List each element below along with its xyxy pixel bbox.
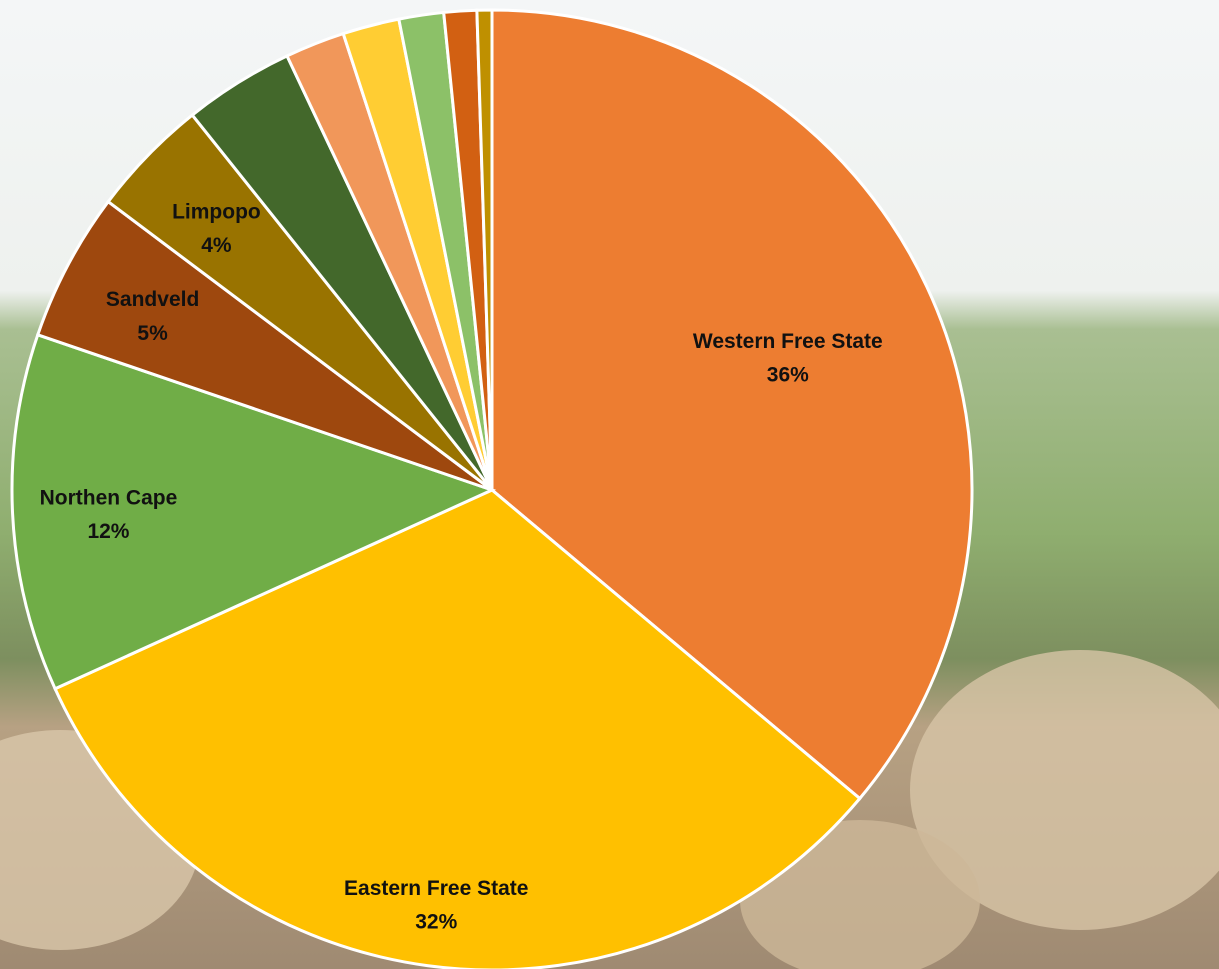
slice-name: Western Free State — [693, 330, 883, 353]
slice-percent: 4% — [201, 234, 232, 257]
slice-name: Eastern Free State — [344, 877, 528, 900]
slice-percent: 12% — [87, 520, 129, 543]
chart: Western Free State 36% Eastern Free State 3… — [0, 0, 1219, 969]
slice-percent: 5% — [137, 322, 168, 345]
slice-name: Sandveld — [106, 288, 199, 311]
slice-name: Northen Cape — [40, 487, 178, 510]
slice-percent: 36% — [767, 363, 809, 386]
slice-name: Limpopo — [172, 200, 261, 223]
slice-percent: 32% — [415, 910, 457, 933]
